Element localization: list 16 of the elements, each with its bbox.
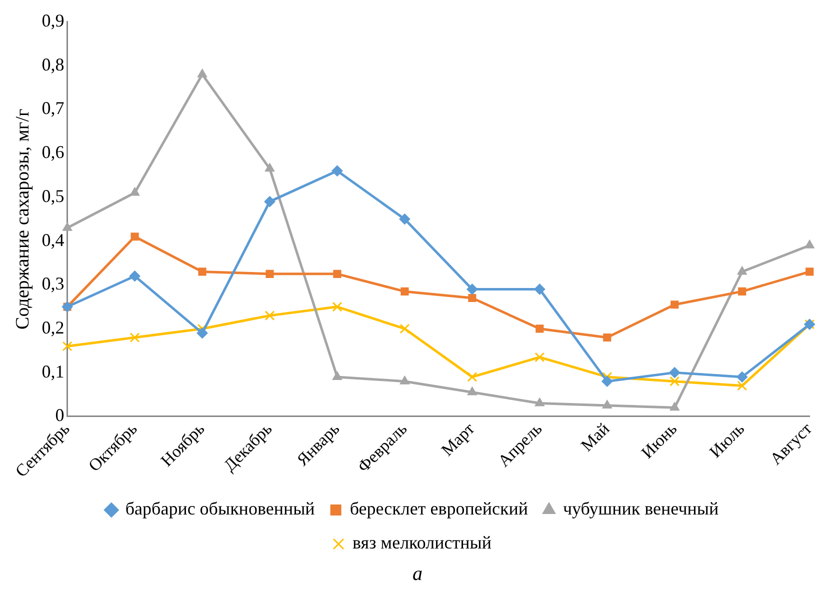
y-tick-label: 0,9 xyxy=(42,10,64,31)
y-tick-label: 0,3 xyxy=(42,274,64,294)
legend-label: бересклет европейский xyxy=(350,498,528,519)
legend-label: вяз мелколистный xyxy=(352,532,492,553)
y-tick-label: 0,8 xyxy=(42,54,64,74)
y-tick-label: 0,7 xyxy=(42,98,64,118)
y-tick-label: 0,6 xyxy=(42,142,64,162)
y-tick-label: 0,1 xyxy=(42,361,64,382)
y-axis-title: Содержание сахарозы, мг/г xyxy=(12,108,34,330)
y-tick-label: 0,5 xyxy=(42,186,64,206)
text: а xyxy=(412,563,424,586)
y-tick-label: 0,2 xyxy=(42,317,64,338)
y-tick-label: 0 xyxy=(55,405,64,426)
y-tick-label: 0,4 xyxy=(42,230,64,250)
legend-label: барбарис обыкновенный xyxy=(125,498,316,519)
legend-label: чубушник венечный xyxy=(562,498,719,519)
